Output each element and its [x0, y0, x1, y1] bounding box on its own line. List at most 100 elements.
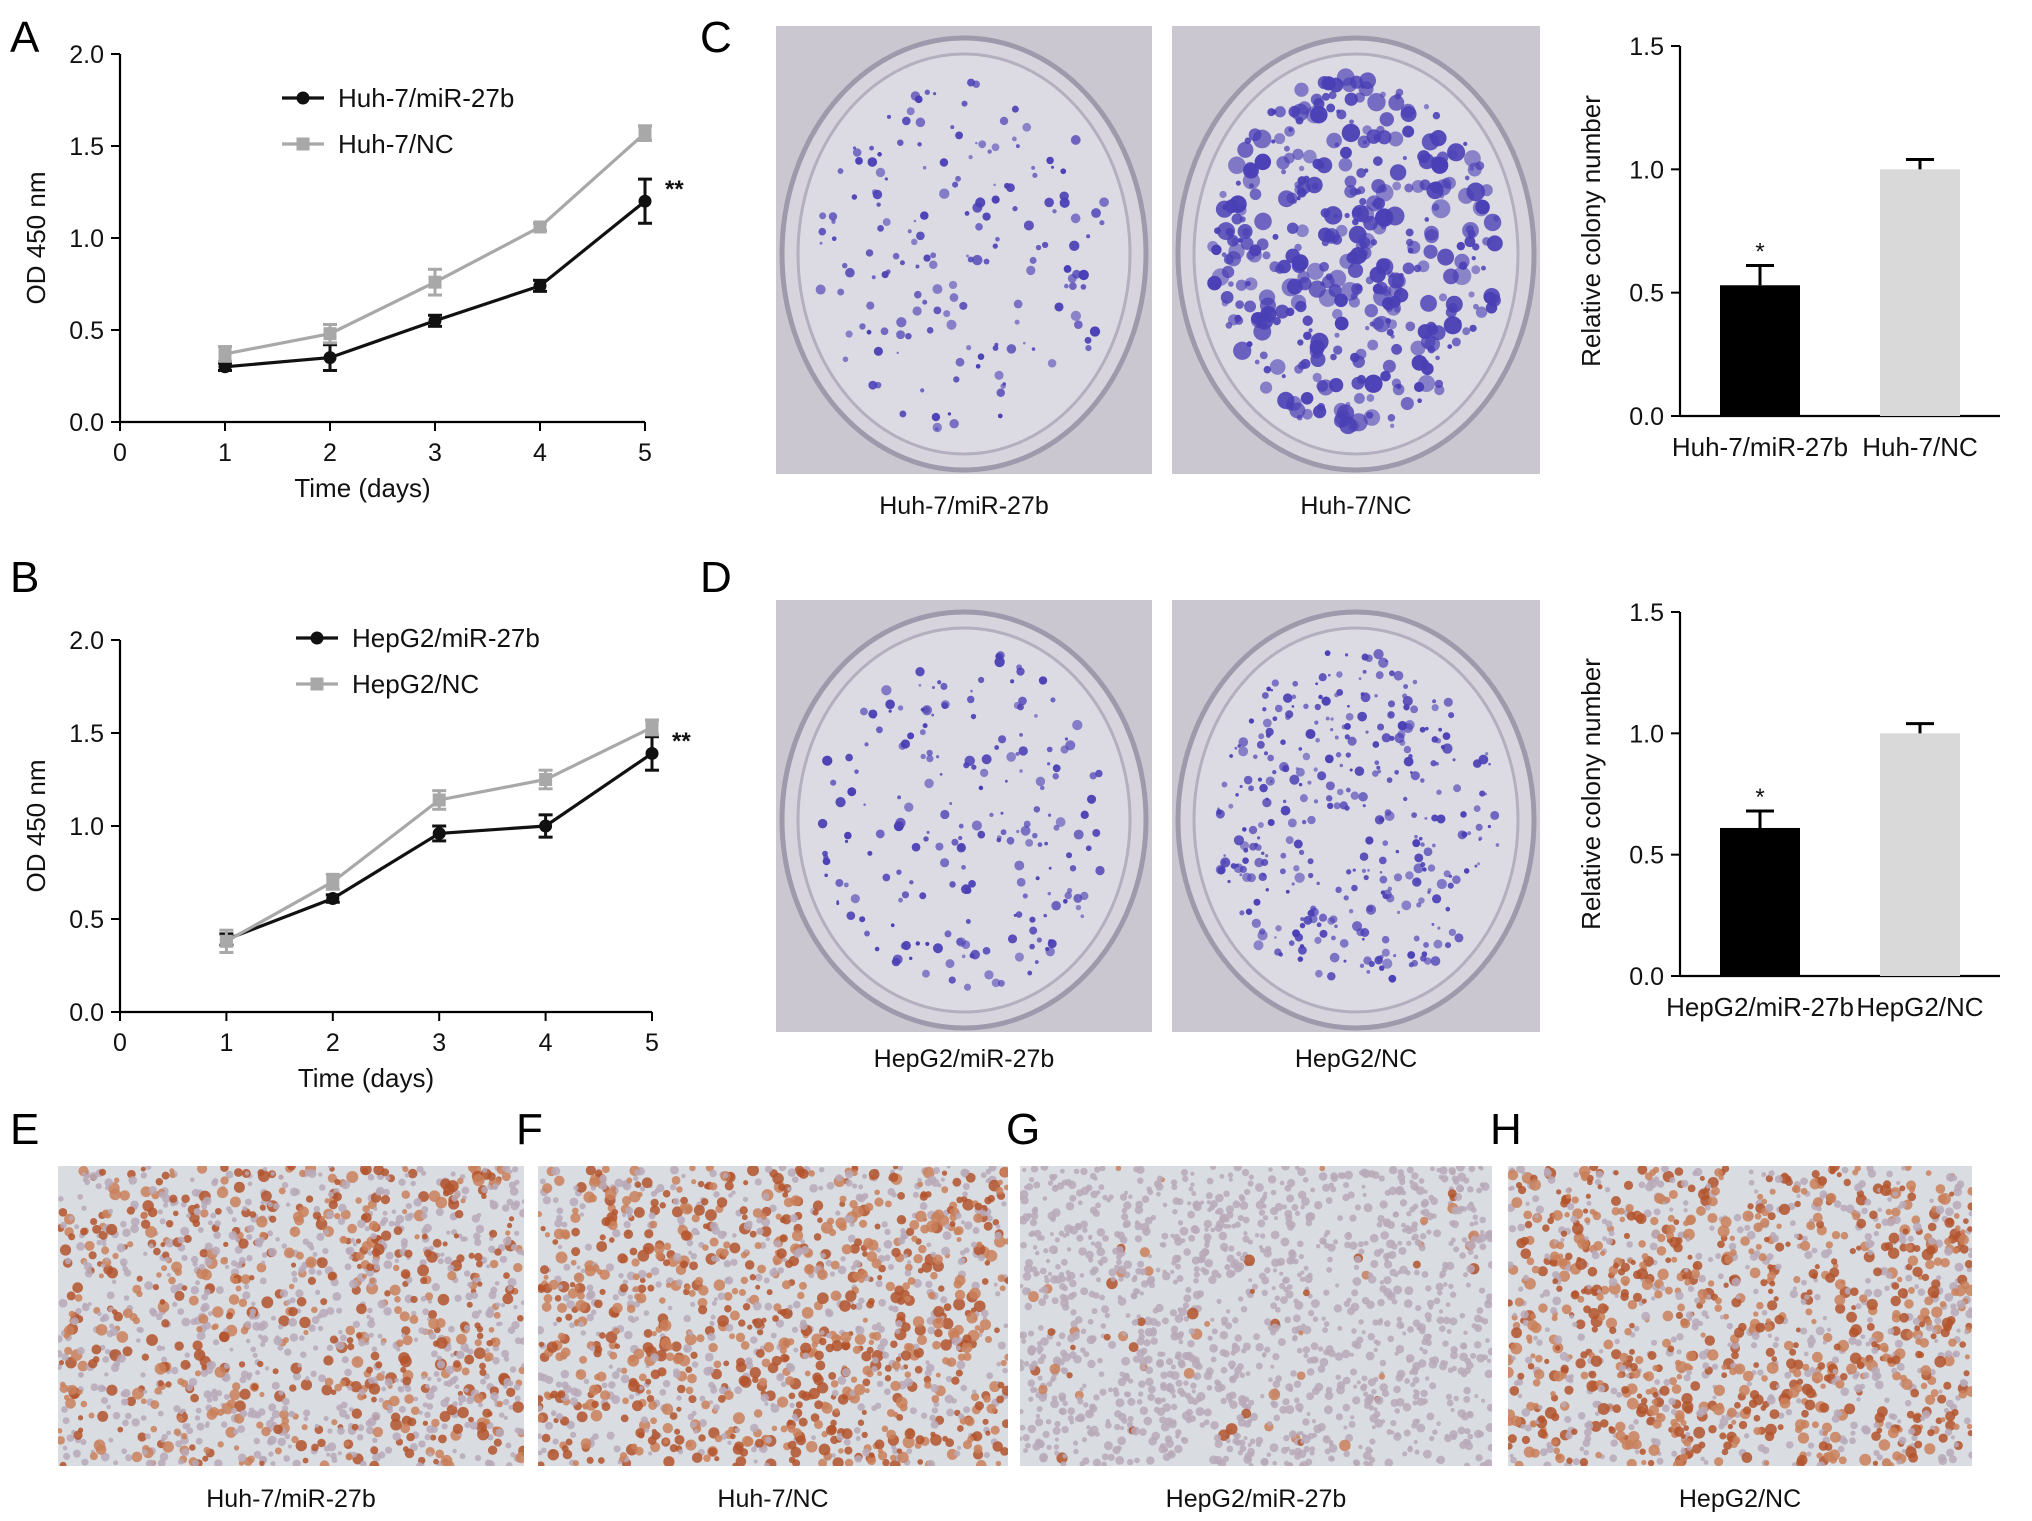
x-tick-label: 3: [428, 439, 442, 467]
legend-marker: [310, 631, 324, 645]
data-point: [428, 314, 442, 328]
x-axis-label: Time (days): [298, 1063, 434, 1093]
bar: [1880, 169, 1960, 416]
significance-marker: *: [1755, 239, 1764, 266]
panel-label-b: B: [10, 553, 40, 602]
colony-dots: [1215, 648, 1500, 983]
dish-inner: [796, 626, 1132, 1014]
y-axis-label: Relative colony number: [1576, 95, 1606, 367]
colony-dish-photo: [776, 26, 1152, 474]
photo-caption: Huh-7/miR-27b: [206, 1485, 376, 1513]
x-tick-label: HepG2/miR-27b: [1666, 992, 1854, 1022]
dish-inner: [796, 52, 1132, 456]
y-axis-label: OD 450 nm: [21, 172, 51, 305]
y-tick-label: 2.0: [69, 41, 104, 69]
data-point: [533, 220, 547, 234]
x-tick-label: 4: [533, 439, 547, 467]
x-tick-label: Huh-7/NC: [1862, 432, 1978, 462]
ihc-image: [1508, 1166, 1972, 1466]
colony-dish-image: [776, 26, 1152, 474]
x-tick-label: 1: [218, 439, 232, 467]
x-tick-label: 1: [219, 1029, 233, 1057]
series-line: [225, 752, 653, 941]
colony-dish-photo: [1172, 26, 1540, 474]
x-tick-label: 2: [326, 1029, 340, 1057]
ihc-image: [1020, 1166, 1492, 1466]
y-tick-label: 0.5: [1629, 280, 1664, 308]
data-point: [323, 351, 337, 365]
y-tick-label: 1.0: [1629, 720, 1664, 748]
x-tick-label: 4: [539, 1029, 553, 1057]
y-axis-label: OD 450 nm: [21, 760, 51, 893]
data-point: [432, 793, 446, 807]
y-tick-label: 1.0: [69, 813, 104, 841]
ihc-image: [58, 1166, 524, 1466]
data-point: [428, 275, 442, 289]
y-tick-label: 0.0: [69, 409, 104, 437]
legend-label: Huh-7/miR-27b: [338, 83, 514, 113]
data-point: [539, 819, 553, 833]
ihc-photo: [1508, 1166, 1972, 1466]
cell-dots: [538, 1166, 1008, 1466]
photo-caption: Huh-7/NC: [717, 1485, 829, 1513]
legend-marker: [296, 137, 310, 151]
data-point: [539, 773, 553, 786]
cell-dots: [58, 1166, 524, 1466]
bar: [1880, 733, 1960, 976]
y-tick-label: 0.5: [1629, 842, 1664, 870]
y-tick-label: 0.5: [69, 906, 104, 934]
data-point: [323, 327, 337, 341]
colony-dish-photo: [1172, 600, 1540, 1032]
data-point: [638, 194, 652, 208]
photo-caption: Huh-7/miR-27b: [879, 492, 1049, 520]
data-point: [638, 126, 652, 140]
y-tick-label: 1.0: [1629, 156, 1664, 184]
x-tick-label: HepG2/NC: [1856, 992, 1983, 1022]
significance-marker: **: [665, 176, 684, 203]
x-tick-label: 2: [323, 439, 337, 467]
y-tick-label: 2.0: [69, 627, 104, 655]
colony-dish-image: [776, 600, 1152, 1032]
colony-dish-image: [1172, 600, 1540, 1032]
legend-marker: [310, 677, 324, 691]
y-tick-label: 0.5: [69, 317, 104, 345]
data-point: [326, 875, 340, 889]
cell-dots: [1508, 1166, 1972, 1466]
data-point: [645, 746, 659, 760]
x-tick-label: 5: [645, 1029, 659, 1057]
colony-dots: [1207, 68, 1503, 435]
data-point: [218, 360, 232, 374]
x-tick-label: 0: [113, 1029, 127, 1057]
y-axis-label: Relative colony number: [1576, 658, 1606, 930]
y-tick-label: 0.0: [1629, 963, 1664, 991]
photo-caption: HepG2/NC: [1678, 1485, 1802, 1513]
photo-caption: HepG2/miR-27b: [873, 1045, 1055, 1073]
significance-marker: **: [672, 728, 691, 755]
legend-marker: [296, 91, 310, 105]
data-point: [432, 826, 446, 840]
panel-label-h: H: [1490, 1105, 1522, 1154]
bar-chart-c: 0.0 0.5 1.0 1.5 Relative colony number * Huh-7…: [1576, 33, 2000, 462]
ihc-photo: [1020, 1166, 1492, 1466]
colony-dish-image: [1172, 26, 1540, 474]
colony-dots: [815, 78, 1109, 433]
x-axis-label: Time (days): [294, 473, 430, 503]
data-point: [645, 720, 659, 734]
y-tick-label: 1.0: [69, 225, 104, 253]
line-chart-a: 0.0 0.5 1.0 1.5 2.0 0 1 2 3 4 5 Time (days) OD 450 n…: [21, 41, 684, 503]
y-tick-label: 0.0: [69, 999, 104, 1027]
panel-label-d: D: [700, 553, 732, 602]
legend-label: HepG2/miR-27b: [352, 623, 540, 653]
data-point: [533, 279, 547, 293]
y-tick-label: 0.0: [1629, 403, 1664, 431]
x-tick-label: 0: [113, 439, 127, 467]
data-point: [326, 892, 340, 906]
data-point: [218, 347, 232, 361]
y-tick-label: 1.5: [1629, 599, 1664, 627]
panel-label-c: C: [700, 13, 732, 62]
bar-chart-d: 0.0 0.5 1.0 1.5 Relative colony number * HepG2…: [1576, 599, 2000, 1022]
dish-inner: [1192, 626, 1520, 1014]
panel-label-f: F: [516, 1105, 543, 1154]
ihc-image: [538, 1166, 1008, 1466]
panel-label-a: A: [10, 13, 40, 62]
